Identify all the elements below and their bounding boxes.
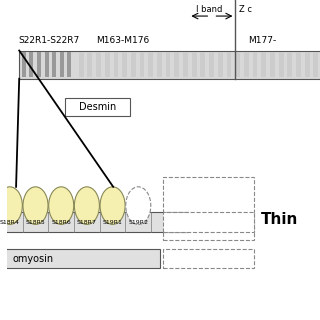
Bar — [163, 177, 254, 240]
Bar — [192, 52, 196, 77]
Text: S19R1: S19R1 — [103, 220, 123, 225]
Bar — [131, 52, 136, 77]
Bar — [314, 52, 318, 77]
Text: S18R4: S18R4 — [0, 220, 20, 225]
Bar — [218, 52, 223, 77]
Bar — [22, 52, 26, 77]
Bar — [252, 52, 257, 77]
Bar — [244, 52, 249, 77]
Bar — [4, 212, 188, 232]
Bar — [52, 52, 56, 77]
Text: omyosin: omyosin — [13, 254, 54, 264]
Ellipse shape — [49, 187, 74, 224]
Bar — [200, 52, 205, 77]
Text: Desmin: Desmin — [79, 102, 116, 112]
Bar — [37, 52, 41, 77]
Text: S22R1-S22R7: S22R1-S22R7 — [18, 36, 80, 45]
Ellipse shape — [100, 187, 125, 224]
Text: S18R7: S18R7 — [77, 220, 97, 225]
Bar — [44, 52, 49, 77]
Bar — [163, 212, 254, 232]
Bar — [60, 52, 64, 77]
Bar — [65, 98, 131, 116]
Ellipse shape — [0, 187, 22, 224]
Bar — [209, 52, 214, 77]
Bar — [227, 52, 231, 77]
Ellipse shape — [23, 187, 48, 224]
Bar — [96, 52, 101, 77]
Ellipse shape — [126, 187, 151, 224]
Bar — [105, 52, 110, 77]
Bar — [29, 52, 33, 77]
Bar — [163, 250, 254, 268]
Bar — [235, 52, 240, 77]
Text: Z c: Z c — [239, 5, 252, 14]
Bar — [4, 250, 160, 268]
Bar — [305, 52, 309, 77]
Bar — [296, 52, 301, 77]
Text: M163-M176: M163-M176 — [96, 36, 149, 45]
Bar — [166, 52, 171, 77]
Bar — [261, 52, 266, 77]
Text: S18R5: S18R5 — [26, 220, 45, 225]
Bar — [140, 52, 144, 77]
Text: Thin: Thin — [260, 212, 298, 227]
Bar — [68, 52, 71, 77]
Bar — [270, 52, 275, 77]
Bar — [287, 52, 292, 77]
Text: M177-: M177- — [248, 36, 276, 45]
Bar — [157, 52, 162, 77]
Bar — [19, 51, 320, 79]
Bar — [122, 52, 127, 77]
Bar — [79, 52, 84, 77]
Bar — [148, 52, 153, 77]
Bar — [114, 52, 118, 77]
Bar — [174, 52, 179, 77]
Text: S18R6: S18R6 — [51, 220, 71, 225]
Bar — [279, 52, 284, 77]
Text: S19R2: S19R2 — [128, 220, 148, 225]
Ellipse shape — [74, 187, 100, 224]
Text: I band: I band — [196, 5, 222, 14]
Bar — [87, 52, 92, 77]
Bar — [183, 52, 188, 77]
